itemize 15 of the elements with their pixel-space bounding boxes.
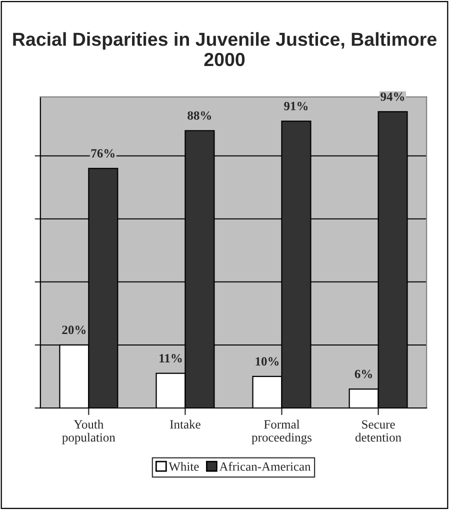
data-label: 88% bbox=[188, 111, 212, 120]
data-label: 94% bbox=[380, 92, 404, 101]
legend-label: African-American bbox=[219, 462, 311, 471]
data-label: 11% bbox=[160, 354, 182, 362]
x-tick-label: Youth population bbox=[62, 420, 116, 444]
legend-label: White bbox=[168, 462, 199, 471]
data-label: 6% bbox=[354, 370, 372, 378]
x-tick-label: Intake bbox=[170, 420, 200, 429]
data-label: 10% bbox=[256, 357, 279, 366]
data-label: 20% bbox=[62, 326, 86, 334]
data-label: 91% bbox=[284, 102, 308, 110]
data-label: 76% bbox=[91, 149, 114, 158]
x-tick-label: Secure detention bbox=[355, 420, 402, 442]
x-tick-label: Formal proceedings bbox=[252, 420, 312, 444]
chart-title: Racial Disparities in Juvenile Justice, Baltimore 2000 bbox=[13, 32, 436, 66]
